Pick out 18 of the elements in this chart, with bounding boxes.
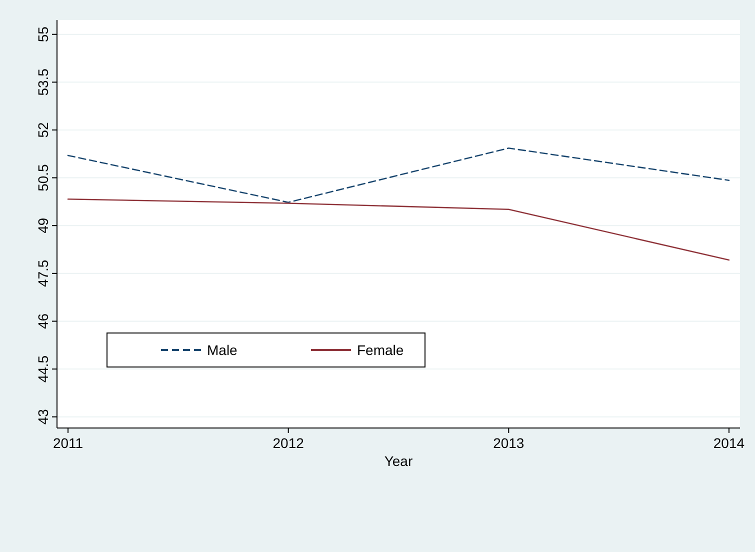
x-tick-label: 2012 xyxy=(272,435,304,451)
x-tick-label: 2011 xyxy=(52,435,84,451)
line-series xyxy=(67,147,730,203)
x-tick-label: 2013 xyxy=(493,435,524,451)
y-tick-label: 49 xyxy=(35,218,51,234)
legend-label: Male xyxy=(207,342,238,358)
legend-label: Female xyxy=(357,342,404,358)
y-tick-label: 46 xyxy=(35,313,51,330)
x-axis-title: Year xyxy=(384,453,413,469)
x-tick-label: 2014 xyxy=(713,435,745,451)
y-tick-label: 52 xyxy=(35,122,51,138)
y-tick-label: 55 xyxy=(35,26,51,42)
y-tick-label: 50.5 xyxy=(35,164,51,192)
y-tick-label: 44.5 xyxy=(35,355,51,383)
y-tick-label: 53.5 xyxy=(35,68,51,96)
y-tick-label: 43 xyxy=(35,408,51,425)
line-series xyxy=(67,198,730,261)
y-tick-label: 47.5 xyxy=(35,260,51,288)
